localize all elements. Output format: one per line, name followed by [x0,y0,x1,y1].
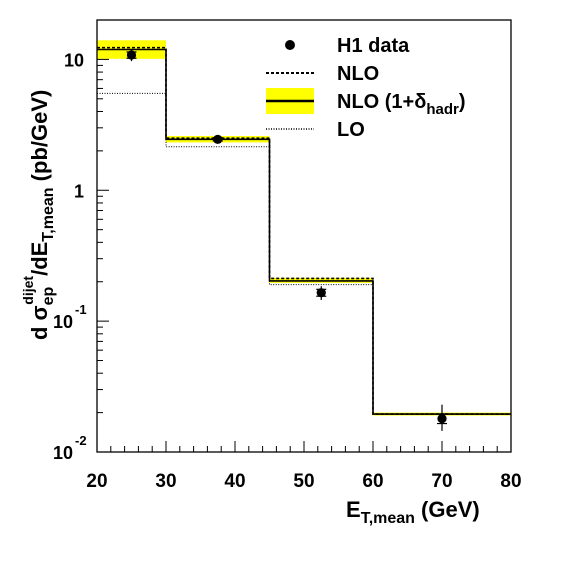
data-point [126,50,137,60]
y-tick-label: 10 [53,443,73,463]
y-tick-label: 1 [74,181,84,201]
legend-label: NLO (1+δhadr) [337,91,466,118]
plot-area [97,20,511,452]
x-tick-label: 30 [155,471,176,492]
legend-label: NLO [337,63,379,85]
nlo-hadr-line [97,48,511,415]
x-tick-label: 20 [86,471,107,492]
x-tick-label: 70 [431,471,452,492]
data-point [213,134,223,144]
y-axis-label-text: d σepdijet/dET,mean (pb/GeV) [20,90,57,340]
y-axis-label: d σepdijet/dET,mean (pb/GeV) [20,90,57,340]
x-axis-label: ET,mean (GeV) [346,497,480,527]
legend-marker-data [285,40,295,50]
plot-frame [97,20,511,452]
x-tick-label: 80 [500,471,521,492]
lo-line [97,92,511,415]
x-tick-label: 40 [224,471,245,492]
legend: H1 data NLO NLO (1+δhadr)LO [266,35,466,141]
y-tick-label: 10 [64,50,84,70]
x-tick-label: 60 [362,471,383,492]
data-point [316,288,326,298]
series-lines-layer [97,46,511,415]
y-tick-exponent: -2 [75,433,87,448]
y-tick-exponent: -1 [75,302,87,317]
data-points-layer [126,49,447,431]
data-point [437,413,447,424]
legend-label: LO [337,119,365,141]
legend-label: H1 data [337,35,410,57]
x-tick-label: 50 [293,471,314,492]
y-tick-label: 10 [53,312,73,332]
axis-labels: ET,mean (GeV) d σepdijet/dET,mean (pb/GeV… [20,90,480,527]
